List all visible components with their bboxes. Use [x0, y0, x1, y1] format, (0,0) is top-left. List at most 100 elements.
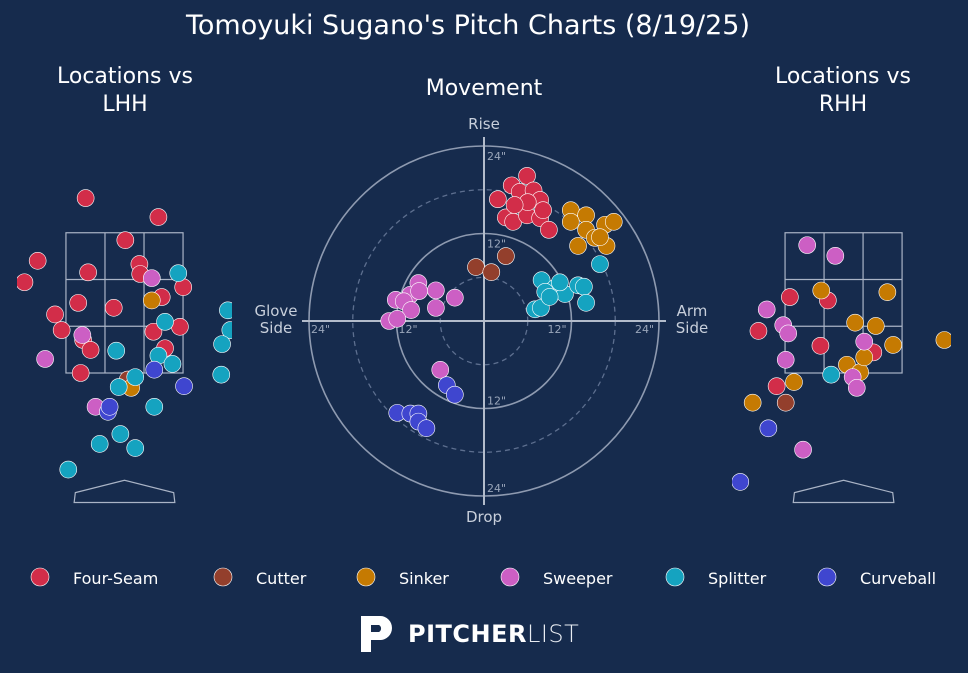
chart-title: Tomoyuki Sugano's Pitch Charts (8/19/25) [185, 10, 750, 41]
logo-text: LIST [526, 620, 580, 648]
pitch-point [482, 263, 501, 281]
pitch-point [577, 293, 595, 312]
pitch-point [847, 379, 866, 397]
points [17, 189, 232, 479]
pitch-point [749, 322, 768, 340]
pitch-point [785, 373, 803, 391]
pitch-point [759, 419, 778, 438]
pitch-point [743, 393, 762, 412]
home-plate [792, 479, 895, 504]
pitch-point [149, 208, 168, 226]
pitch-point [126, 439, 145, 457]
pitch-point [811, 336, 830, 355]
pitch-point [156, 313, 174, 331]
legend-marker [817, 567, 837, 587]
pitch-point [126, 368, 145, 386]
pitch-point [855, 348, 874, 367]
logo-text: PITCHER [408, 620, 527, 648]
pitch-point [534, 201, 552, 219]
pitch-point [427, 299, 445, 317]
legend-label: Curveball [860, 569, 936, 588]
pitch-point [575, 277, 593, 296]
pitch-point [427, 281, 445, 300]
pitch-point [855, 332, 874, 351]
pitch-point [145, 360, 164, 379]
pitch-point [28, 251, 47, 270]
pitch-point [540, 221, 558, 239]
pitch-point [561, 213, 580, 231]
pitch-point [213, 335, 231, 353]
pitch-point [81, 341, 100, 359]
points [732, 236, 951, 491]
pitch-point [90, 435, 109, 453]
legend-marker [30, 567, 50, 587]
pitch-point [591, 255, 609, 273]
pitch-point [757, 300, 776, 319]
pitch-point [489, 190, 507, 209]
legend-marker [213, 567, 233, 587]
ring-label: 12" [399, 323, 418, 336]
pitch-point [100, 398, 119, 416]
axis-label: Arm Side [675, 302, 709, 337]
pitch-point [219, 301, 232, 320]
pitch-point [446, 385, 464, 404]
pitch-point [540, 288, 559, 306]
panel: 12" 12" 12" 12" 24" 24" 24" 24" Rise Drop [302, 115, 666, 526]
pitch-point [107, 341, 126, 360]
logo-icon [361, 616, 392, 652]
pitch-point [505, 196, 524, 214]
pitch-point [59, 460, 78, 479]
ring-label: 12" [548, 323, 567, 336]
pitch-point [402, 301, 420, 319]
pitch-point [52, 321, 71, 339]
panel-title: Movement [425, 76, 543, 101]
legend-label: Four-Seam [73, 569, 158, 588]
pitch-point [46, 305, 64, 324]
pitch-point [71, 364, 90, 382]
legend-marker [665, 567, 685, 587]
ring-label: 12" [487, 238, 506, 251]
pitch-point [163, 355, 182, 373]
axis-label: Glove Side [254, 302, 298, 337]
pitch-point [732, 473, 750, 491]
pitch-point [410, 282, 428, 300]
pitch-point [794, 440, 812, 459]
pitch-point [417, 419, 436, 437]
pitch-point [822, 365, 840, 384]
legend-label: Cutter [256, 569, 307, 588]
ring-label: 24" [487, 482, 506, 495]
pitch-point [144, 322, 163, 341]
pitch-point [781, 288, 799, 306]
pitch-point [569, 237, 587, 255]
pitch-point [866, 317, 885, 335]
legend-marker [356, 567, 376, 587]
pitch-point [212, 365, 231, 384]
pitch-point [116, 231, 135, 249]
pitch-point [431, 361, 450, 379]
pitch-point [76, 189, 95, 207]
pitch-point [111, 425, 130, 443]
legend-label: Sinker [399, 569, 449, 588]
pitch-point [79, 263, 97, 282]
pitch-point [171, 317, 189, 336]
legend-label: Sweeper [543, 569, 613, 588]
pitch-point [935, 331, 951, 349]
pitch-point [142, 291, 161, 310]
pitch-point [73, 326, 92, 344]
pitch-point [142, 269, 161, 287]
logo: PITCHER LIST [358, 612, 579, 656]
pitch-point [846, 313, 864, 332]
pitch-point [169, 264, 188, 282]
ring-label: 24" [635, 323, 654, 336]
pitch-point [604, 213, 623, 231]
pitch-point [145, 398, 164, 416]
pitch-point [221, 321, 232, 339]
panel-title: Locations vs LHH [57, 64, 193, 117]
home-plate [73, 479, 176, 504]
pitch-point [884, 336, 902, 354]
pitch-point [36, 350, 54, 368]
pitch-point [497, 247, 515, 265]
pitch-point [17, 273, 34, 292]
